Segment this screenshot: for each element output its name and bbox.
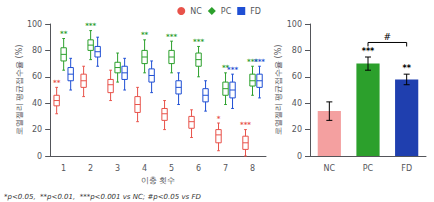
svg-text:100: 100 <box>287 20 302 29</box>
svg-text:***: *** <box>227 66 238 74</box>
svg-text:*p<0.05, **p<0.01, ***p<0.00: *p<0.05, **p<0.01, ***p<0.001 vs NC; #p<… <box>4 193 201 201</box>
svg-text:**: ** <box>53 79 61 87</box>
svg-text:로열젤리 평균접수율 (%): 로열젤리 평균접수율 (%) <box>15 45 24 136</box>
svg-text:0: 0 <box>297 152 302 161</box>
svg-text:이충 횟수: 이충 횟수 <box>141 176 176 185</box>
svg-text:PC: PC <box>221 7 232 16</box>
svg-text:*: * <box>217 115 221 123</box>
svg-text:80: 80 <box>292 46 302 55</box>
svg-text:NC: NC <box>190 7 202 16</box>
svg-text:7: 7 <box>223 164 228 173</box>
svg-text:6: 6 <box>196 164 201 173</box>
svg-text:20: 20 <box>292 125 302 134</box>
svg-text:80: 80 <box>32 46 42 55</box>
svg-text:**: ** <box>141 31 149 39</box>
svg-text:40: 40 <box>292 99 302 108</box>
svg-text:8: 8 <box>250 164 255 173</box>
svg-text:20: 20 <box>32 125 42 134</box>
svg-text:#: # <box>384 32 392 42</box>
svg-text:0: 0 <box>37 152 42 161</box>
svg-text:3: 3 <box>115 164 120 173</box>
svg-text:2: 2 <box>88 164 93 173</box>
svg-text:FD: FD <box>401 164 412 173</box>
svg-text:***: *** <box>240 121 251 129</box>
svg-text:***: *** <box>85 22 96 30</box>
svg-text:40: 40 <box>32 99 42 108</box>
svg-text:**: ** <box>60 30 68 38</box>
svg-text:PC: PC <box>363 164 374 173</box>
svg-text:***: *** <box>362 47 375 56</box>
svg-text:**: ** <box>402 64 411 73</box>
svg-text:60: 60 <box>292 72 302 81</box>
svg-text:5: 5 <box>169 164 174 173</box>
svg-text:FD: FD <box>250 7 261 16</box>
svg-text:NC: NC <box>324 164 336 173</box>
svg-text:***: *** <box>193 38 204 46</box>
svg-text:***: *** <box>166 33 177 41</box>
svg-text:4: 4 <box>142 164 147 173</box>
svg-text:***: *** <box>254 58 265 66</box>
svg-text:로열젤리 평균접수율 (%): 로열젤리 평균접수율 (%) <box>274 45 283 136</box>
svg-text:100: 100 <box>27 20 42 29</box>
svg-text:1: 1 <box>61 164 66 173</box>
svg-text:60: 60 <box>32 72 42 81</box>
